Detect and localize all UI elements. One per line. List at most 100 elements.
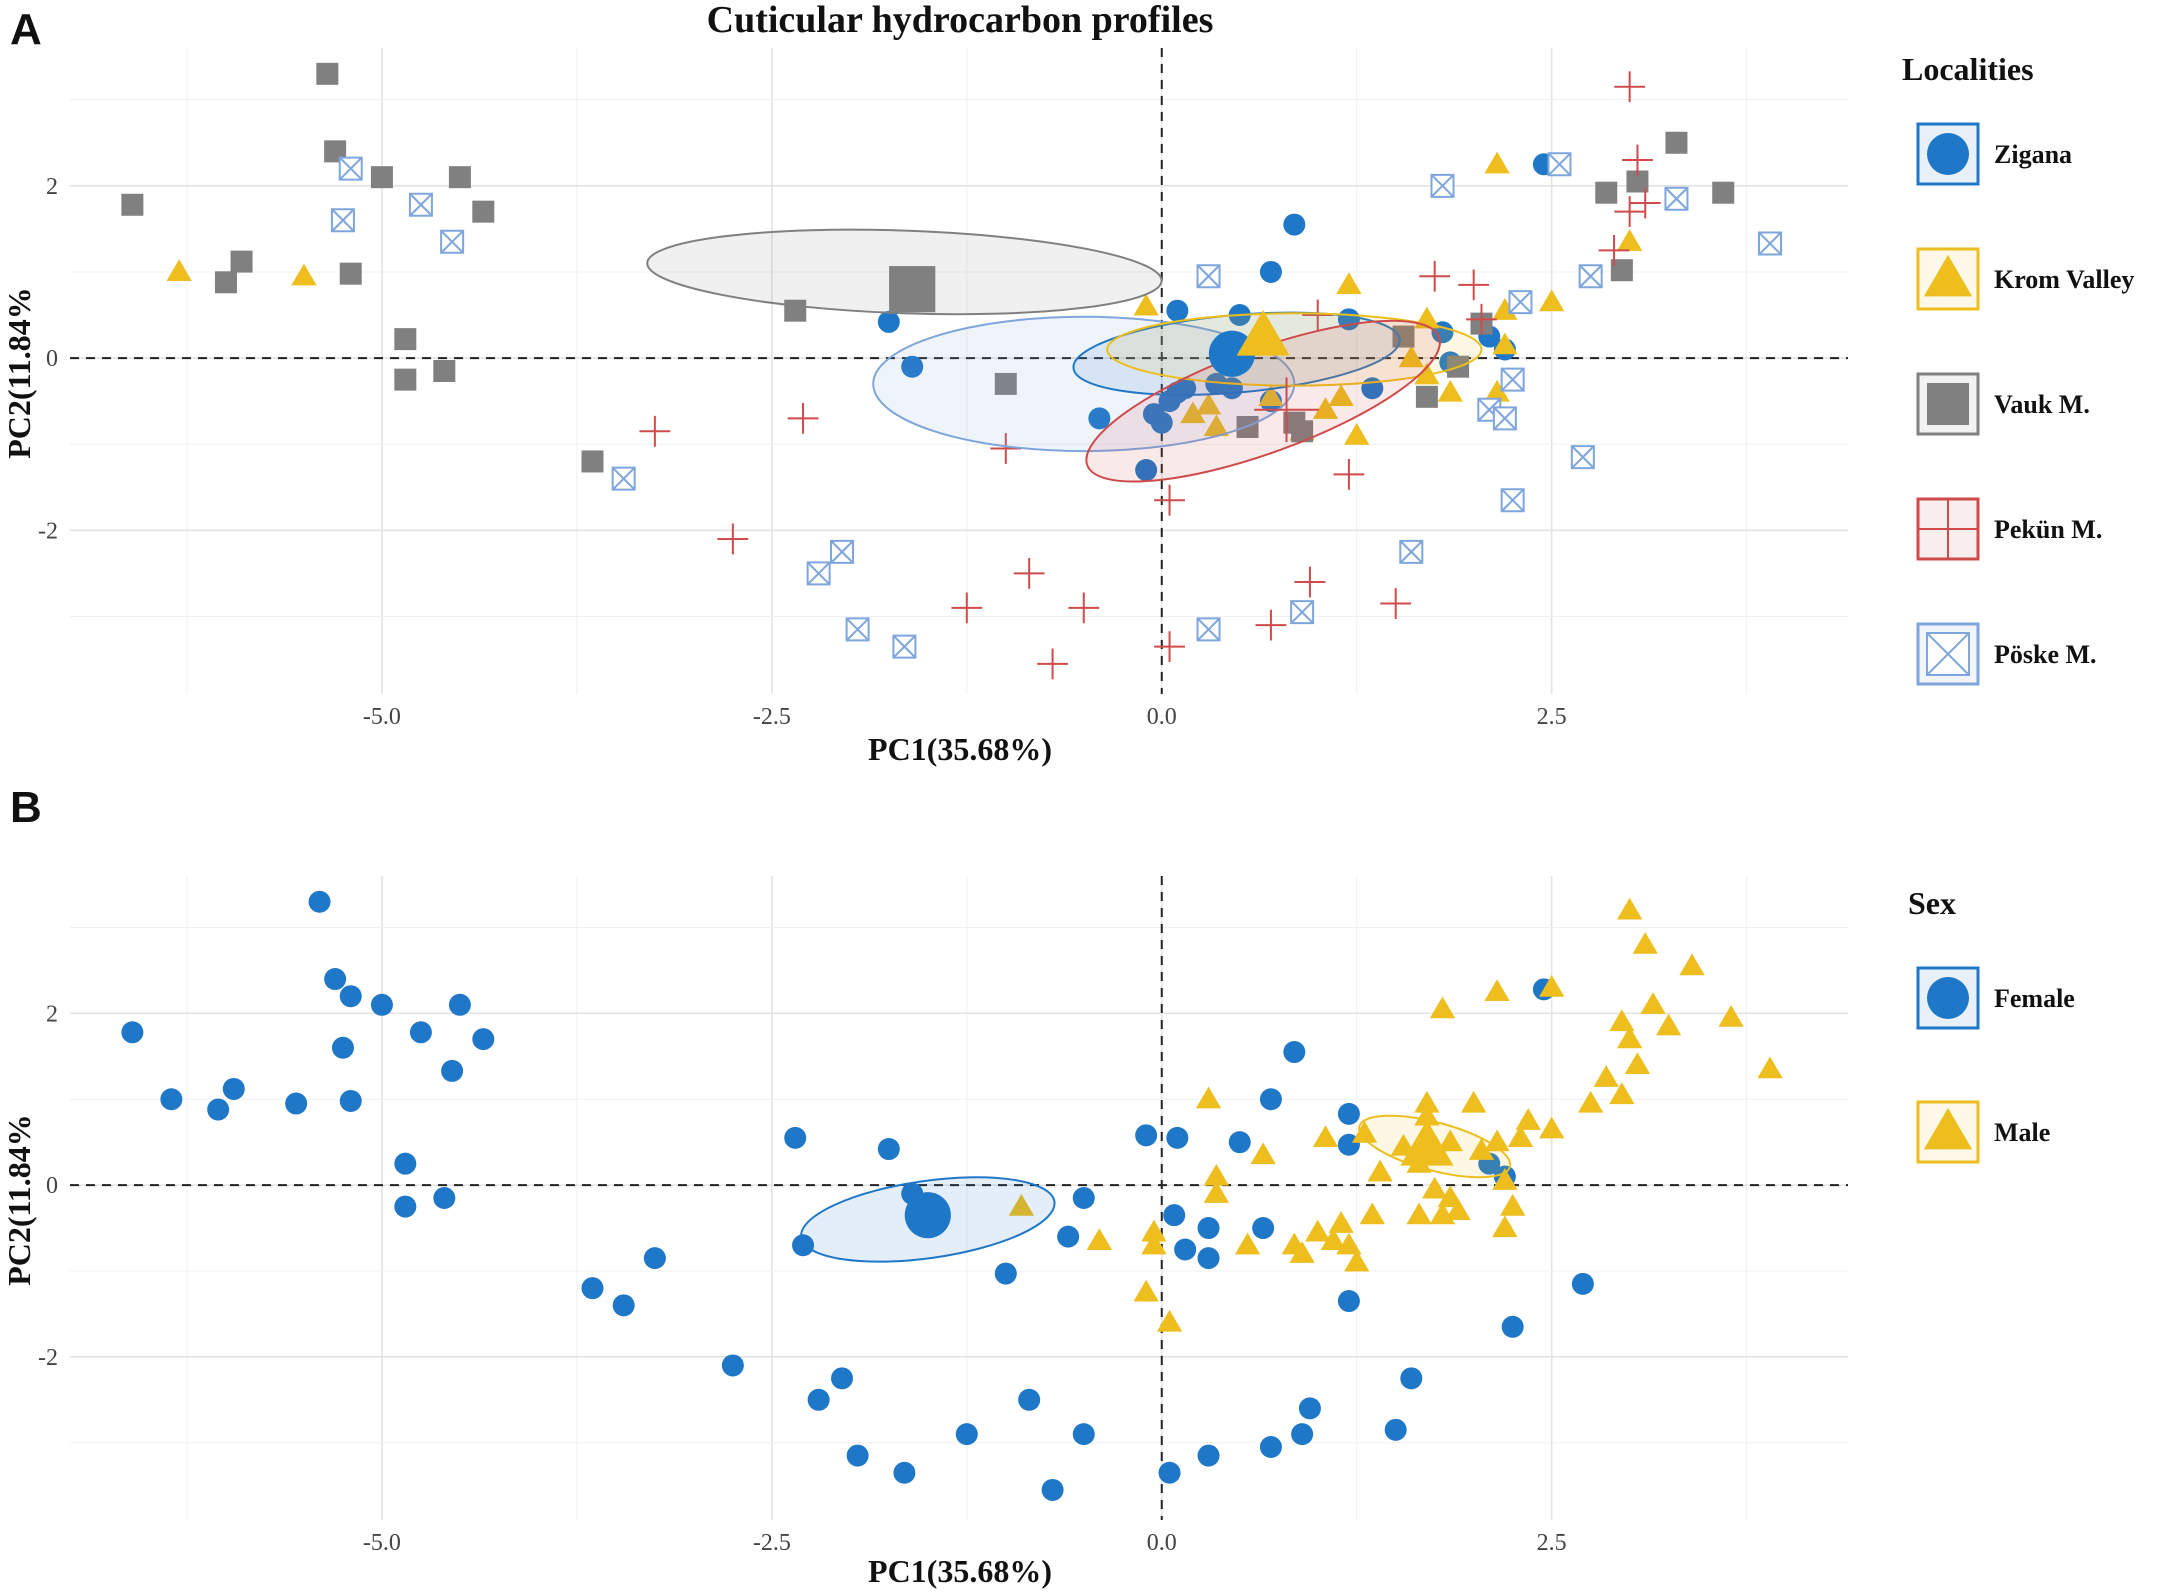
series-poske-m xyxy=(330,152,1783,659)
data-point-vauk-m xyxy=(581,450,604,473)
data-point-male xyxy=(1320,1228,1346,1251)
data-point-vauk-m xyxy=(1610,259,1633,282)
data-point-female xyxy=(1501,1315,1524,1338)
data-point-krom-valley xyxy=(1344,422,1370,445)
data-point-female xyxy=(846,1444,869,1467)
data-point-female xyxy=(285,1092,308,1115)
legend-label-krom-valley: Krom Valley xyxy=(1994,265,2134,294)
data-point-pekun-m xyxy=(1380,588,1412,619)
data-point-female xyxy=(1041,1478,1064,1501)
data-point-female xyxy=(612,1294,635,1317)
legend-symbol-zigana xyxy=(1927,133,1969,175)
legend-item-pekun-m: Pekün M. xyxy=(1916,497,2102,561)
data-point-vauk-m xyxy=(1392,325,1415,348)
y-tick-label: 2 xyxy=(46,1001,58,1027)
data-point-krom-valley xyxy=(1195,392,1222,415)
data-point-male xyxy=(1289,1241,1315,1263)
data-point-female xyxy=(339,985,362,1008)
data-point-pekun-m xyxy=(787,402,819,434)
data-point-male xyxy=(1539,974,1565,997)
y-tick-label: -2 xyxy=(38,1345,58,1371)
data-point-pekun-m xyxy=(951,592,983,624)
legend-title-a: Localities xyxy=(1902,51,2034,87)
data-point-krom-valley xyxy=(291,263,317,286)
data-point-vauk-m xyxy=(1665,131,1688,154)
data-point-poske-m xyxy=(1758,231,1783,256)
data-point-female xyxy=(339,1089,362,1112)
data-point-male xyxy=(1250,1142,1276,1165)
data-point-poske-m xyxy=(330,208,355,233)
series-pekun-m xyxy=(639,71,1661,680)
data-point-female xyxy=(121,1021,144,1044)
data-point-pekun-m xyxy=(1458,269,1490,301)
plot-area-a: -5.0 -2.5 0.0 2.5 -2 0 2 xyxy=(38,48,1848,730)
data-point-male xyxy=(1539,1116,1565,1139)
data-point-male xyxy=(1344,1249,1370,1272)
data-point-male xyxy=(1328,1211,1354,1233)
x-axis-title-a: PC1(35.68%) xyxy=(868,731,1052,767)
x-tick-label: 0.0 xyxy=(1147,1530,1177,1556)
legend-item-zigana: Zigana xyxy=(1916,122,2072,186)
data-point-male xyxy=(1484,1129,1510,1152)
data-point-male xyxy=(1609,1009,1635,1032)
y-tick-label: 0 xyxy=(46,346,58,372)
x-tick-label: -2.5 xyxy=(753,1530,791,1556)
data-point-pekun-m xyxy=(1419,260,1451,292)
data-point-female xyxy=(370,993,393,1016)
data-point-female xyxy=(1384,1418,1407,1441)
data-point-male xyxy=(1133,1279,1159,1302)
data-point-vauk-m xyxy=(1415,385,1438,408)
data-point-zigana xyxy=(1088,407,1111,430)
data-point-krom-valley xyxy=(1398,345,1424,368)
data-point-vauk-m xyxy=(1595,181,1618,204)
data-point-vauk-m xyxy=(994,372,1017,395)
data-point-female xyxy=(721,1354,744,1377)
y-axis-title-a: PC2(11.84% xyxy=(1,287,37,459)
data-point-male xyxy=(1367,1159,1393,1182)
data-point-vauk-m xyxy=(121,193,144,216)
data-point-male xyxy=(1616,897,1643,920)
data-point-vauk-m xyxy=(370,166,393,189)
data-point-male xyxy=(1578,1090,1604,1113)
data-point-female xyxy=(581,1277,604,1300)
x-tick-label: -5.0 xyxy=(363,704,401,730)
data-point-krom-valley xyxy=(1539,289,1565,312)
data-point-vauk-m xyxy=(1712,181,1735,204)
data-point-male xyxy=(1305,1219,1331,1242)
data-point-female xyxy=(1283,1041,1306,1064)
data-point-male xyxy=(1422,1176,1448,1199)
data-point-female xyxy=(324,968,347,991)
data-point-vauk-m xyxy=(394,368,417,391)
data-point-female xyxy=(1291,1423,1314,1446)
data-point-male xyxy=(1141,1232,1167,1255)
data-point-krom-valley xyxy=(1258,384,1284,406)
data-point-female xyxy=(1337,1102,1360,1125)
data-point-pekun-m xyxy=(1466,303,1497,335)
data-point-krom-valley xyxy=(1312,397,1339,419)
data-point-pekun-m xyxy=(1294,566,1326,598)
data-point-vauk-m xyxy=(433,360,456,382)
centroid-vauk-m xyxy=(889,266,936,313)
data-point-female xyxy=(394,1195,417,1218)
data-point-female xyxy=(1197,1247,1220,1270)
data-point-male xyxy=(1414,1090,1440,1113)
data-point-female xyxy=(472,1028,495,1051)
data-point-female xyxy=(792,1234,815,1257)
data-point-female xyxy=(1400,1367,1423,1390)
data-point-poske-m xyxy=(830,539,855,564)
legend-symbol-pekun-m xyxy=(1918,499,1978,559)
data-point-vauk-m xyxy=(448,166,471,189)
data-point-vauk-m xyxy=(214,271,237,294)
data-point-male xyxy=(1468,1138,1495,1160)
data-point-female xyxy=(1228,1131,1251,1154)
data-point-female xyxy=(784,1126,807,1149)
data-point-female xyxy=(1072,1423,1095,1446)
data-point-male xyxy=(1492,1168,1518,1190)
data-point-poske-m xyxy=(338,156,363,181)
y-axis-title-b: PC2(11.84% xyxy=(1,1114,37,1286)
data-point-male xyxy=(1195,1086,1222,1109)
legend-symbol-vauk-m xyxy=(1927,383,1969,425)
y-tick-label: -2 xyxy=(38,518,58,544)
data-point-krom-valley xyxy=(1484,379,1510,402)
y-tick-label: 2 xyxy=(46,174,58,200)
